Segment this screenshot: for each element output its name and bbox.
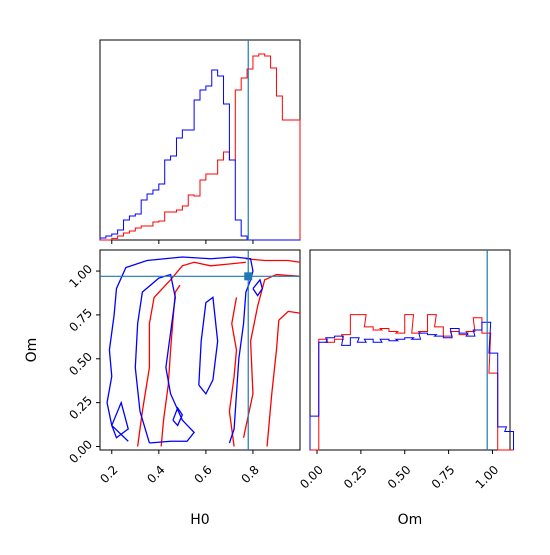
h0-x-tick-label: 0.4 xyxy=(144,463,167,486)
om-y-tick-label: 0.25 xyxy=(66,393,95,422)
contour-series-1-level-3 xyxy=(266,310,300,447)
om-y-tick-label: 0.75 xyxy=(66,306,95,335)
om-histogram-frame xyxy=(309,249,511,451)
om-histogram-x-tick-label: 0.00 xyxy=(297,463,326,492)
om-histogram-x-tick-label: 1.00 xyxy=(473,463,502,492)
h0-om-contour-panel: 0.2 0.4 0.6 0.8 0.00 0.25 0.50 0.75 1.00 xyxy=(66,249,301,486)
h0-histogram-series-1-steps xyxy=(100,53,301,241)
h0-histogram-series-2-steps xyxy=(99,69,300,241)
h0-x-tick-label: 0.8 xyxy=(238,463,261,486)
om-histogram-x-tick-label: 0.25 xyxy=(341,463,370,492)
h0-histogram-panel xyxy=(99,39,301,244)
x-axis-label-h0: H0 xyxy=(190,512,209,528)
h0-histogram-frame xyxy=(99,39,301,241)
contour-series-1-level-5 xyxy=(160,284,181,447)
h0-om-contour-frame xyxy=(99,249,301,451)
om-histogram-panel: 0.00 0.25 0.50 0.75 1.00 xyxy=(297,249,515,492)
contour-series-2-level-1 xyxy=(106,256,254,444)
om-histogram-series-2-steps xyxy=(309,321,515,450)
om-histogram-x-tick-label: 0.75 xyxy=(429,463,458,492)
contour-series-1-level-2 xyxy=(242,273,300,438)
contour-series-2-level-2 xyxy=(134,273,195,444)
contour-series-1-level-4 xyxy=(137,261,246,447)
contour-series-1-level-6 xyxy=(228,297,238,447)
contour-lines xyxy=(106,256,300,447)
contour-series-2-level-6 xyxy=(252,278,264,297)
om-histogram-series-1-steps xyxy=(310,314,514,451)
contour-series-2-level-3 xyxy=(111,400,129,439)
om-y-tick-label: 0.00 xyxy=(66,437,95,466)
x-axis-label-om: Om xyxy=(398,512,423,528)
h0-x-tick-label: 0.2 xyxy=(97,463,120,486)
y-axis-label-om: Om xyxy=(24,338,40,363)
contour-series-1-level-1 xyxy=(245,258,300,263)
contour-series-2-level-5 xyxy=(172,406,184,427)
contour-series-2-level-4 xyxy=(198,296,219,396)
om-y-tick-label: 0.50 xyxy=(66,350,95,379)
contour-truth-marker xyxy=(244,272,253,281)
om-y-tick-label: 1.00 xyxy=(66,262,95,291)
h0-x-tick-label: 0.6 xyxy=(191,463,214,486)
om-histogram-x-tick-label: 0.50 xyxy=(385,463,414,492)
